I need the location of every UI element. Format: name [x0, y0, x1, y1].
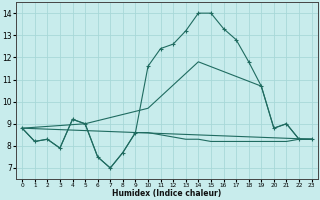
X-axis label: Humidex (Indice chaleur): Humidex (Indice chaleur)	[112, 189, 221, 198]
